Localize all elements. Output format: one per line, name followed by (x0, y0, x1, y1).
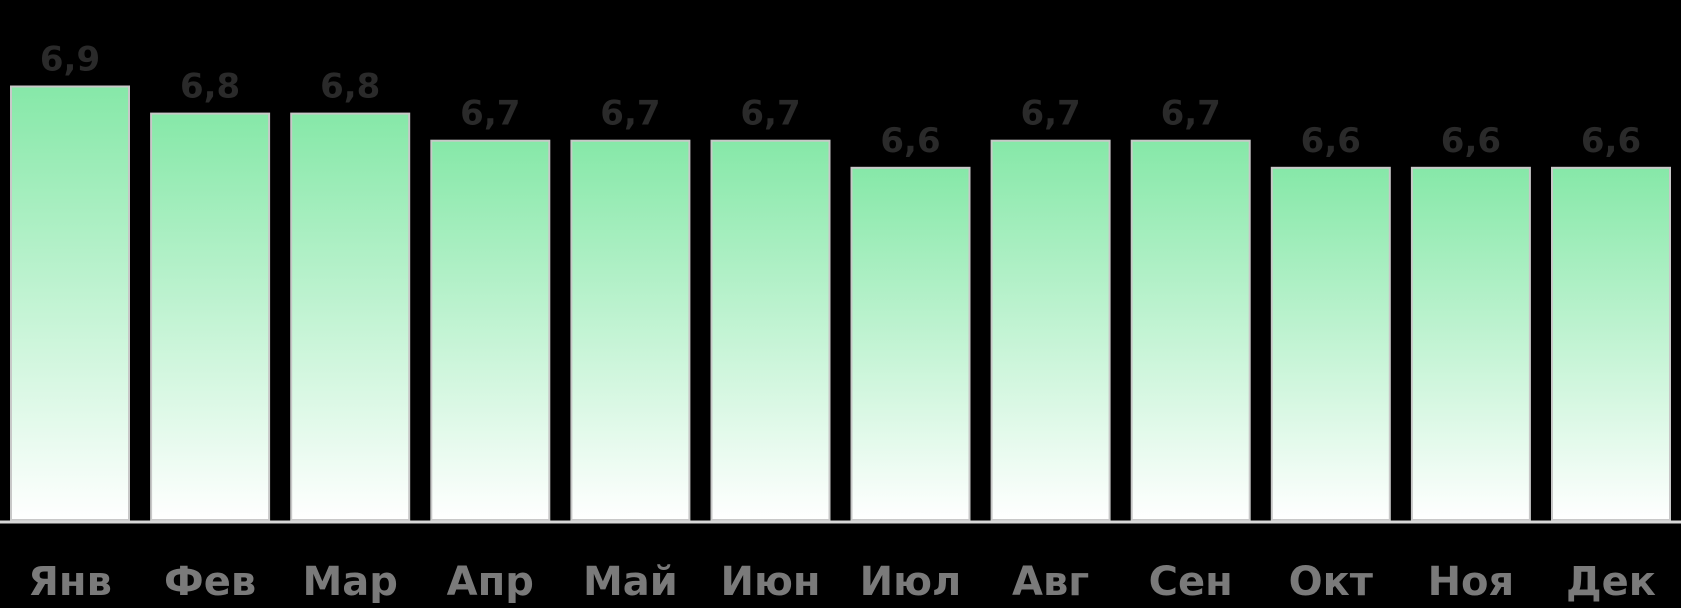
month-tick-label: Сен (1149, 559, 1233, 603)
bar-value-label: 6,6 (1441, 121, 1501, 161)
bar-value-label: 6,6 (880, 121, 940, 161)
bar-7 (850, 166, 971, 522)
bar-5 (570, 139, 691, 521)
bar-value-label: 6,7 (1161, 94, 1221, 134)
bars-group (10, 85, 1671, 522)
bar-value-label: 6,9 (40, 40, 100, 80)
bar-value-label: 6,7 (600, 94, 660, 134)
bar-3 (290, 112, 411, 521)
bar-4 (430, 139, 551, 521)
month-tick-label: Окт (1289, 559, 1374, 603)
bar-12 (1551, 166, 1671, 522)
bar-value-label: 6,7 (740, 94, 800, 134)
bar-value-label: 6,8 (180, 67, 240, 107)
bar-8 (990, 139, 1111, 521)
month-tick-label: Авг (1012, 559, 1089, 603)
bar-value-label: 6,7 (1020, 94, 1080, 134)
bar-2 (150, 112, 271, 521)
month-tick-label: Дек (1566, 559, 1656, 603)
month-tick-label: Июл (860, 559, 962, 603)
value-labels-group: 6,9 6,8 6,8 6,7 6,7 6,7 6,6 6,7 6,7 6,6 6,6 6,6 (40, 40, 1641, 161)
bar-10 (1270, 166, 1391, 522)
bar-6 (710, 139, 831, 521)
month-labels-group: Янв Фев Мар Апр Май Июн Июл Авг Сен Окт Ноя Дек (28, 559, 1656, 605)
bar-value-label: 6,7 (460, 94, 520, 134)
month-tick-label: Апр (447, 559, 534, 603)
bar-11 (1410, 166, 1531, 522)
month-tick-label: Мар (302, 559, 397, 603)
bar-1 (10, 85, 130, 521)
bar-value-label: 6,6 (1581, 121, 1641, 161)
month-tick-label: Янв (28, 559, 112, 603)
bar-9 (1130, 139, 1251, 521)
bar-value-label: 6,6 (1301, 121, 1361, 161)
month-tick-label: Ноя (1428, 559, 1515, 603)
month-tick-label: Фев (164, 559, 256, 603)
month-tick-label: Июн (721, 559, 821, 603)
month-tick-label: Май (583, 559, 678, 603)
bar-value-label: 6,8 (320, 67, 380, 107)
